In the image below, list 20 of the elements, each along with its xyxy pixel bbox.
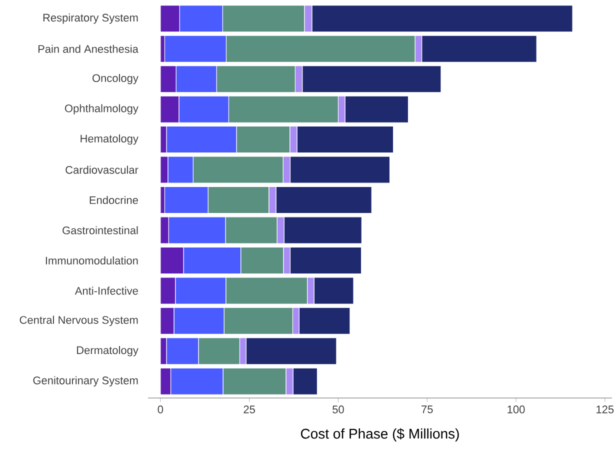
y-tick-label: Cardiovascular <box>66 166 138 174</box>
y-tick-label: Pain and Anesthesia <box>38 44 138 53</box>
y-tick-label: Hematology <box>80 134 138 145</box>
x-tick-label: 125 <box>596 406 614 414</box>
y-tick-label: Respiratory System <box>43 14 138 24</box>
x-axis-title: Cost of Phase ($ Millions) <box>300 428 459 442</box>
y-tick-label: Oncology <box>92 74 138 84</box>
x-tick-label: 0 <box>158 406 164 414</box>
y-tick-label: Immunomodulation <box>46 256 138 265</box>
y-tick-label: Genitourinary System <box>33 376 138 386</box>
x-tick-label: 50 <box>332 406 344 414</box>
y-tick-label: Dermatology <box>77 346 138 356</box>
y-tick-label: Central Nervous System <box>20 316 138 326</box>
y-tick-label: Anti-Infective <box>74 286 138 295</box>
x-tick-label: 25 <box>244 406 255 414</box>
y-tick-label: Gastrointestinal <box>62 226 138 234</box>
y-tick-label: Ophthalmology <box>64 104 138 114</box>
x-tick-label: 100 <box>508 406 525 414</box>
y-tick-label: Endocrine <box>90 196 138 204</box>
x-tick-label: 75 <box>422 406 433 414</box>
